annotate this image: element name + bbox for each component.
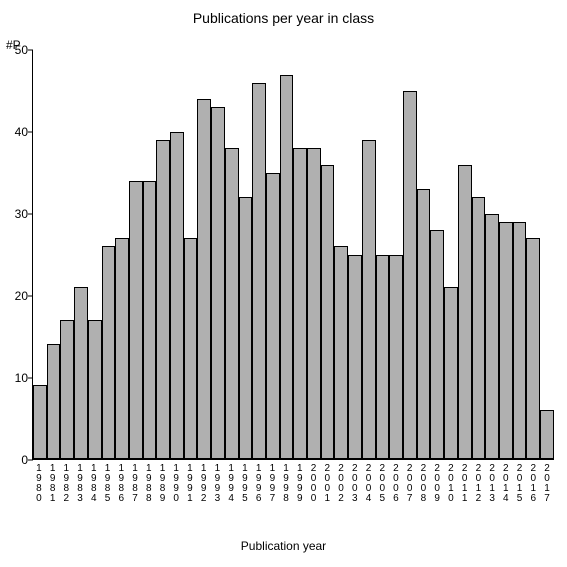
x-tick-label: 1989 — [156, 462, 170, 522]
bar — [389, 255, 403, 460]
x-tick-label: 1981 — [46, 462, 60, 522]
x-tick-label: 2001 — [320, 462, 334, 522]
x-tick-label: 1999 — [293, 462, 307, 522]
y-tick-label: 20 — [0, 289, 28, 303]
bar — [170, 132, 184, 459]
x-tick-label: 2017 — [540, 462, 554, 522]
x-tick-label: 1985 — [101, 462, 115, 522]
x-tick-label: 1995 — [238, 462, 252, 522]
bar — [526, 238, 540, 459]
x-tick-label: 1993 — [211, 462, 225, 522]
x-tick-label: 2005 — [375, 462, 389, 522]
bar — [280, 75, 294, 459]
x-tick-label: 2013 — [485, 462, 499, 522]
bar — [47, 344, 61, 459]
bar — [499, 222, 513, 459]
bar — [403, 91, 417, 459]
x-tick-label: 2006 — [389, 462, 403, 522]
bars — [33, 50, 554, 459]
bar — [115, 238, 129, 459]
x-tick-label: 1998 — [279, 462, 293, 522]
x-tick-label: 1987 — [128, 462, 142, 522]
bar — [362, 140, 376, 459]
y-tick-label: 40 — [0, 125, 28, 139]
bar — [74, 287, 88, 459]
bar — [348, 255, 362, 460]
x-tick-label: 1988 — [142, 462, 156, 522]
x-tick-label: 2009 — [430, 462, 444, 522]
x-tick-label: 1991 — [183, 462, 197, 522]
x-tick-label: 2008 — [417, 462, 431, 522]
bar — [102, 246, 116, 459]
bar — [143, 181, 157, 459]
y-ticks: 01020304050 — [0, 50, 32, 460]
bar — [513, 222, 527, 459]
x-tick-label: 1990 — [169, 462, 183, 522]
x-tick-label: 1980 — [32, 462, 46, 522]
bar — [334, 246, 348, 459]
bar — [129, 181, 143, 459]
x-tick-label: 2000 — [307, 462, 321, 522]
y-tick-label: 0 — [0, 453, 28, 467]
bar — [472, 197, 486, 459]
bar — [376, 255, 390, 460]
x-axis-title: Publication year — [0, 539, 567, 553]
bar — [417, 189, 431, 459]
x-tick-label: 2010 — [444, 462, 458, 522]
x-tick-label: 1996 — [252, 462, 266, 522]
bar — [485, 214, 499, 459]
x-tick-label: 1983 — [73, 462, 87, 522]
bar — [60, 320, 74, 459]
x-tick-label: 2015 — [513, 462, 527, 522]
bar — [225, 148, 239, 459]
x-tick-label: 1984 — [87, 462, 101, 522]
x-tick-label: 1992 — [197, 462, 211, 522]
x-tick-label: 1986 — [114, 462, 128, 522]
bar — [430, 230, 444, 459]
chart-title: Publications per year in class — [0, 10, 567, 26]
chart-container: Publications per year in class #P 010203… — [0, 0, 567, 567]
bar — [252, 83, 266, 459]
x-tick-label: 1982 — [59, 462, 73, 522]
bar — [211, 107, 225, 459]
x-tick-label: 2011 — [458, 462, 472, 522]
plot-area — [32, 50, 554, 460]
bar — [321, 165, 335, 459]
bar — [540, 410, 554, 459]
x-tick-label: 2014 — [499, 462, 513, 522]
bar — [458, 165, 472, 459]
bar — [33, 385, 47, 459]
bar — [444, 287, 458, 459]
bar — [307, 148, 321, 459]
y-tick-label: 30 — [0, 207, 28, 221]
x-tick-label: 2007 — [403, 462, 417, 522]
x-tick-label: 2002 — [334, 462, 348, 522]
x-tick-label: 1994 — [224, 462, 238, 522]
x-tick-label: 2016 — [526, 462, 540, 522]
y-tick-label: 10 — [0, 371, 28, 385]
x-tick-label: 2012 — [472, 462, 486, 522]
x-tick-label: 2004 — [362, 462, 376, 522]
x-labels: 1980198119821983198419851986198719881989… — [32, 462, 554, 522]
bar — [239, 197, 253, 459]
bar — [184, 238, 198, 459]
bar — [88, 320, 102, 459]
bar — [197, 99, 211, 459]
x-tick-label: 1997 — [265, 462, 279, 522]
x-tick-label: 2003 — [348, 462, 362, 522]
bar — [293, 148, 307, 459]
y-tick-label: 50 — [0, 43, 28, 57]
bar — [156, 140, 170, 459]
bar — [266, 173, 280, 459]
